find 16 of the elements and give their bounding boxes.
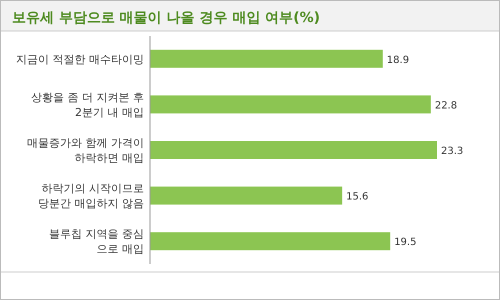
data-label: 23.3 bbox=[441, 146, 464, 157]
bar bbox=[150, 50, 383, 68]
bar bbox=[150, 141, 437, 159]
data-label: 19.5 bbox=[394, 237, 416, 248]
bar bbox=[150, 95, 431, 114]
data-label: 15.6 bbox=[346, 192, 368, 203]
y-tick-label: 매물증가와 함께 가격이 하락하면 매입 bbox=[27, 136, 144, 164]
chart-title: 보유세 부담으로 매물이 나올 경우 매입 여부(%) bbox=[12, 10, 320, 26]
y-tick-label: 지금이 적절한 매수타이밍 bbox=[16, 52, 144, 66]
y-tick-label: 하락기의 시작이므로 당분간 매입하지 않음 bbox=[38, 182, 144, 210]
y-tick-label: 상황을 좀 더 지켜본 후 2분기 내 매입 bbox=[31, 90, 144, 119]
data-label: 18.9 bbox=[386, 54, 410, 66]
bar bbox=[150, 186, 342, 205]
bar bbox=[150, 232, 390, 250]
data-label: 22.8 bbox=[434, 100, 458, 112]
y-tick-label: 블루칩 지역을 중심 으로 매입 bbox=[49, 228, 144, 256]
